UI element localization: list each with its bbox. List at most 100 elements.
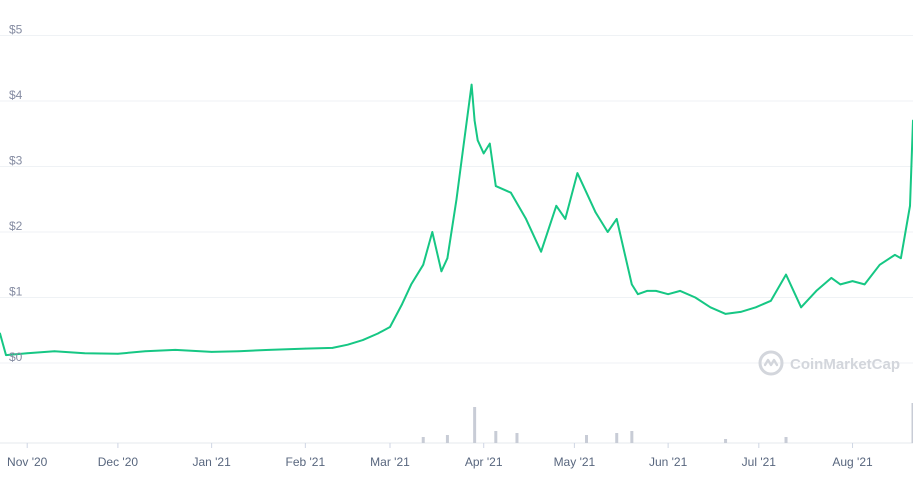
price-point	[53, 350, 56, 353]
price-point	[510, 191, 512, 194]
x-tick-label: May '21	[554, 455, 596, 469]
price-point	[0, 332, 1, 335]
y-tick-label: $4	[9, 88, 23, 102]
price-point	[667, 293, 669, 296]
price-point	[631, 283, 633, 286]
price-point	[482, 152, 485, 155]
y-axis-ticks: $0 $1 $2 $3 $4 $5	[9, 23, 23, 365]
price-point	[830, 277, 833, 279]
y-tick-label: $3	[9, 154, 23, 168]
price-point	[377, 332, 379, 335]
price-point	[210, 351, 213, 353]
price-point	[585, 191, 588, 194]
x-tick-label: Apr '21	[465, 455, 503, 469]
x-tick-label: Nov '20	[7, 455, 48, 469]
price-point	[839, 283, 842, 286]
price-point	[476, 139, 479, 142]
price-point	[401, 303, 403, 305]
price-point	[646, 290, 648, 292]
x-axis-ticks: Nov '20 Dec '20 Jan '21 Feb '21 Mar '21 Apr '…	[7, 443, 873, 469]
price-point	[770, 299, 772, 302]
price-point	[431, 231, 434, 233]
price-point	[878, 263, 881, 266]
price-point	[694, 296, 697, 299]
price-point	[576, 172, 579, 174]
price-point	[5, 354, 7, 356]
price-point	[894, 254, 896, 256]
price-point	[606, 231, 609, 233]
price-point	[564, 218, 567, 220]
price-point	[346, 343, 349, 346]
x-tick-label: Mar '21	[370, 455, 410, 469]
price-point	[174, 349, 177, 351]
price-point	[754, 306, 757, 309]
price-point	[615, 218, 618, 220]
price-point	[555, 205, 558, 207]
volume-bar	[515, 433, 519, 443]
volume-bar	[421, 437, 425, 443]
price-point	[470, 83, 473, 86]
volume-bar	[445, 435, 449, 443]
price-point	[637, 293, 639, 296]
price-point	[455, 198, 458, 201]
price-point	[594, 211, 597, 214]
volume-bar	[473, 407, 477, 443]
y-tick-label: $2	[9, 219, 23, 233]
x-tick-label: Dec '20	[98, 455, 139, 469]
volume-bar	[630, 431, 634, 443]
watermark-text: CoinMarketCap	[790, 356, 900, 373]
price-point	[117, 353, 119, 355]
price-point	[410, 283, 412, 286]
price-point	[900, 257, 902, 260]
price-point	[268, 349, 270, 351]
volume-bars	[421, 403, 913, 443]
volume-bar	[784, 437, 788, 443]
price-point	[525, 218, 527, 220]
price-point	[238, 350, 240, 353]
price-point	[422, 263, 425, 266]
price-point	[709, 306, 712, 309]
price-point	[655, 290, 657, 292]
price-point	[83, 352, 86, 354]
y-tick-label: $5	[9, 23, 23, 37]
y-tick-label: $0	[9, 350, 23, 364]
price-line-layer	[0, 83, 913, 357]
x-tick-label: Jul '21	[742, 455, 777, 469]
price-point	[724, 313, 727, 315]
volume-bar	[911, 403, 913, 443]
x-tick-label: Jan '21	[192, 455, 231, 469]
coinmarketcap-logo-icon	[758, 350, 784, 376]
volume-bar	[584, 435, 588, 443]
price-line	[0, 83, 913, 357]
price-point	[304, 347, 307, 350]
price-point	[815, 290, 818, 292]
price-point	[800, 306, 802, 309]
price-point	[495, 185, 497, 187]
x-tick-label: Feb '21	[286, 455, 326, 469]
price-point	[909, 205, 911, 207]
x-tick-label: Aug '21	[832, 455, 873, 469]
price-point	[446, 257, 449, 260]
y-tick-label: $1	[9, 285, 23, 299]
volume-bar	[615, 433, 619, 443]
price-point	[863, 283, 866, 286]
price-point	[785, 273, 787, 276]
price-point	[144, 350, 146, 353]
price-point	[540, 250, 542, 253]
price-point	[488, 142, 491, 145]
gridlines	[0, 35, 913, 444]
price-point	[461, 152, 464, 155]
price-point	[851, 280, 854, 282]
price-point	[440, 270, 443, 273]
volume-bar	[494, 431, 498, 443]
x-tick-label: Jun '21	[649, 455, 688, 469]
volume-bar	[724, 439, 728, 443]
watermark: CoinMarketCap	[758, 350, 900, 376]
price-point	[361, 339, 364, 341]
price-point	[739, 311, 742, 313]
price-point	[331, 347, 334, 349]
price-point	[679, 290, 682, 292]
price-point	[26, 352, 29, 354]
